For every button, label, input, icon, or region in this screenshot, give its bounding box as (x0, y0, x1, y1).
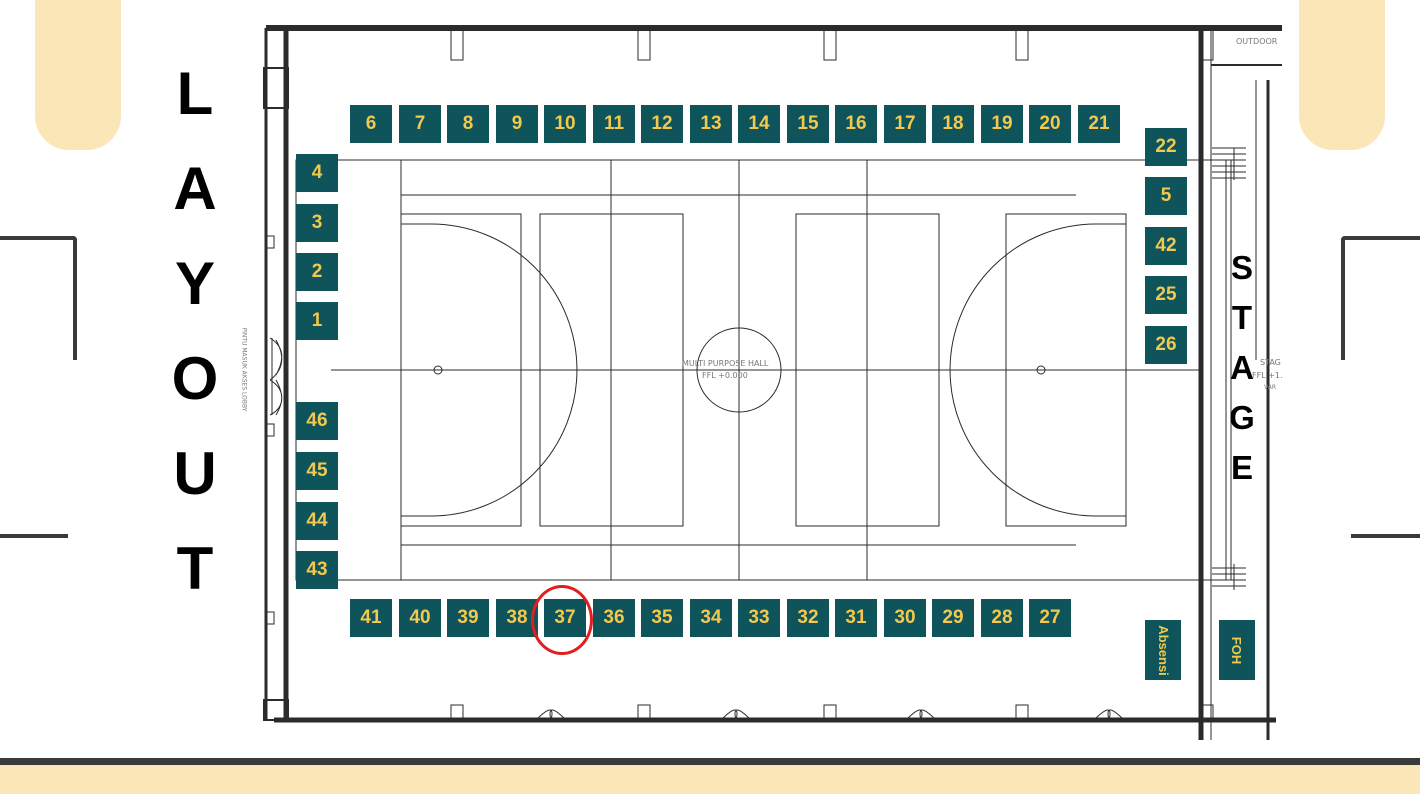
foh-label: FOH (1229, 636, 1245, 664)
stage-level-label: FFL +1. (1252, 371, 1283, 380)
booth-14[interactable]: 14 (738, 105, 780, 143)
booth-16[interactable]: 16 (835, 105, 877, 143)
booth-18[interactable]: 18 (932, 105, 974, 143)
booth-7[interactable]: 7 (399, 105, 441, 143)
entrance-note-label: PINTU MASUK AKSES LOBBY (240, 327, 248, 412)
bottom-band (0, 758, 1420, 794)
absensi-booth[interactable]: Absensi (1145, 620, 1181, 680)
booth-17[interactable]: 17 (884, 105, 926, 143)
title-letter: Y (174, 250, 216, 317)
layout-title: L A Y O U T (155, 46, 235, 616)
title-letter: O (171, 345, 219, 412)
booth-44[interactable]: 44 (296, 502, 338, 540)
booth-9[interactable]: 9 (496, 105, 538, 143)
booth-5[interactable]: 5 (1145, 177, 1187, 215)
absensi-label: Absensi (1155, 624, 1171, 676)
stage-letter: T (1231, 299, 1253, 336)
booth-8[interactable]: 8 (447, 105, 489, 143)
booth-34[interactable]: 34 (690, 599, 732, 637)
booth-13[interactable]: 13 (690, 105, 732, 143)
title-letter: A (173, 155, 217, 222)
stage-extra-label: VAR (1264, 384, 1276, 391)
booth-41[interactable]: 41 (350, 599, 392, 637)
stage-short-label: STAG (1260, 358, 1281, 367)
stage-title: S T A G E (1224, 246, 1260, 496)
booth-10[interactable]: 10 (544, 105, 586, 143)
booth-25[interactable]: 25 (1145, 276, 1187, 314)
booth-39[interactable]: 39 (447, 599, 489, 637)
booth-11[interactable]: 11 (593, 105, 635, 143)
booth-38[interactable]: 38 (496, 599, 538, 637)
booth-35[interactable]: 35 (641, 599, 683, 637)
booth-45[interactable]: 45 (296, 452, 338, 490)
booth-43[interactable]: 43 (296, 551, 338, 589)
booth-4[interactable]: 4 (296, 154, 338, 192)
booth-2[interactable]: 2 (296, 253, 338, 291)
booth-46[interactable]: 46 (296, 402, 338, 440)
booth-26[interactable]: 26 (1145, 326, 1187, 364)
booth-3[interactable]: 3 (296, 204, 338, 242)
stage-letter: S (1230, 249, 1253, 286)
floor-plan: MULTI PURPOSE HALL FFL +0.000 OUTDOOR ST… (240, 20, 1286, 742)
booth-20[interactable]: 20 (1029, 105, 1071, 143)
floor-plan-drawing (263, 25, 1282, 740)
booth-33[interactable]: 33 (738, 599, 780, 637)
hall-level-label: FFL +0.000 (702, 371, 748, 380)
decor-bracket-top-left (0, 236, 77, 360)
booth-6[interactable]: 6 (350, 105, 392, 143)
booth-28[interactable]: 28 (981, 599, 1023, 637)
booth-15[interactable]: 15 (787, 105, 829, 143)
booth-42[interactable]: 42 (1145, 227, 1187, 265)
outdoor-label: OUTDOOR (1236, 37, 1278, 46)
booth-30[interactable]: 30 (884, 599, 926, 637)
booth-29[interactable]: 29 (932, 599, 974, 637)
decor-bracket-bottom-left (0, 534, 68, 538)
hall-name-label: MULTI PURPOSE HALL (682, 359, 769, 368)
booth-21[interactable]: 21 (1078, 105, 1120, 143)
stage-letter: A (1230, 349, 1254, 386)
title-letter: T (176, 535, 214, 602)
decor-tab-left (35, 0, 121, 150)
booth-40[interactable]: 40 (399, 599, 441, 637)
highlight-circle-booth-37 (531, 585, 593, 655)
booth-19[interactable]: 19 (981, 105, 1023, 143)
stage-letter: G (1229, 399, 1255, 436)
title-letter: L (176, 60, 214, 127)
title-letter: U (173, 440, 217, 507)
decor-tab-right (1299, 0, 1385, 150)
booth-32[interactable]: 32 (787, 599, 829, 637)
booth-22[interactable]: 22 (1145, 128, 1187, 166)
decor-bracket-top-right (1341, 236, 1420, 360)
booth-31[interactable]: 31 (835, 599, 877, 637)
stage-letter: E (1230, 449, 1253, 486)
booth-1[interactable]: 1 (296, 302, 338, 340)
foh-booth[interactable]: FOH (1219, 620, 1255, 680)
booth-12[interactable]: 12 (641, 105, 683, 143)
booth-27[interactable]: 27 (1029, 599, 1071, 637)
booth-36[interactable]: 36 (593, 599, 635, 637)
decor-bracket-bottom-right (1351, 534, 1420, 538)
